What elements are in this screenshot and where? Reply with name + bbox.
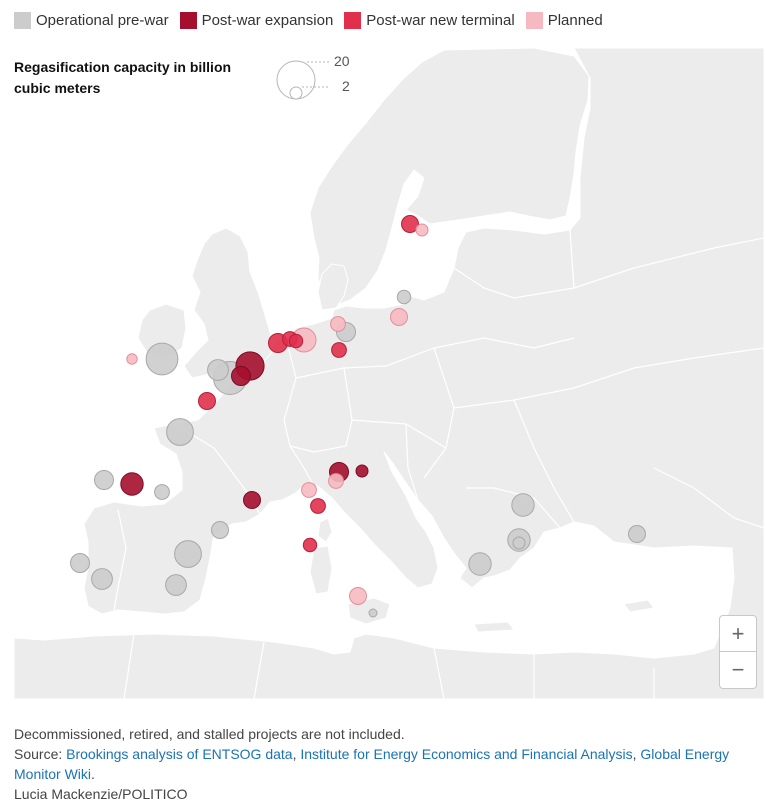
legend-item-new-terminal: Post-war new terminal (344, 12, 515, 29)
size-key-title: Regasification capacity in billion cubic… (14, 59, 232, 96)
terminal-bubble[interactable] (94, 470, 114, 490)
terminal-bubble[interactable] (231, 366, 251, 386)
terminal-bubble[interactable] (120, 472, 144, 496)
terminal-bubble[interactable] (207, 359, 229, 381)
terminal-bubbles[interactable] (70, 215, 646, 618)
footer: Decommissioned, retired, and stalled pro… (14, 724, 759, 804)
land-jutland (317, 263, 349, 311)
footer-source: Source: Brookings analysis of ENTSOG dat… (14, 744, 759, 784)
terminal-bubble[interactable] (145, 342, 179, 376)
terminal-bubble[interactable] (310, 498, 326, 514)
size-key: 20 2 (272, 52, 382, 102)
legend: Operational pre-war Post-war expansion P… (14, 12, 614, 29)
legend-label-expansion: Post-war expansion (201, 12, 334, 29)
land-crete (473, 621, 515, 633)
zoom-out-button[interactable]: − (731, 657, 745, 682)
terminal-bubble[interactable] (401, 215, 419, 233)
zoom-controls: + − (719, 615, 757, 689)
terminal-bubble[interactable] (301, 482, 317, 498)
terminal-bubble[interactable] (70, 553, 90, 573)
land-corsica (317, 517, 333, 543)
terminal-bubble[interactable] (415, 223, 429, 237)
terminal-bubble[interactable] (368, 608, 378, 618)
legend-label-new-terminal: Post-war new terminal (366, 12, 515, 29)
legend-swatch-planned (525, 12, 543, 29)
terminal-bubble[interactable] (628, 525, 646, 543)
source-separator-2: , (632, 746, 641, 762)
source-separator-1: , (292, 746, 301, 762)
terminal-bubble[interactable] (349, 587, 367, 605)
terminal-bubble[interactable] (198, 392, 216, 410)
footer-note: Decommissioned, retired, and stalled pro… (14, 726, 405, 742)
terminal-bubble[interactable] (330, 316, 346, 332)
footer-credit: Lucia Mackenzie/POLITICO (14, 786, 188, 802)
map-svg[interactable] (14, 48, 764, 699)
terminal-bubble[interactable] (166, 418, 194, 446)
terminal-bubble[interactable] (511, 493, 535, 517)
source-link-brookings[interactable]: Brookings analysis of ENTSOG data (66, 746, 293, 762)
legend-swatch-expansion (179, 12, 197, 29)
terminal-bubble[interactable] (396, 289, 412, 305)
terminal-bubble[interactable] (468, 552, 492, 576)
terminal-bubble[interactable] (331, 342, 347, 358)
legend-label-operational: Operational pre-war (36, 12, 169, 29)
map[interactable] (14, 48, 764, 699)
country-borders (113, 229, 764, 699)
legend-label-planned: Planned (547, 12, 603, 29)
size-key-large-label: 20 (334, 53, 350, 69)
land-cyprus (623, 599, 655, 613)
legend-item-operational: Operational pre-war (14, 12, 169, 29)
terminal-bubble[interactable] (211, 521, 229, 539)
terminal-bubble[interactable] (126, 353, 138, 365)
source-prefix: Source: (14, 746, 67, 762)
size-key-small-label: 2 (342, 78, 350, 94)
terminal-bubble[interactable] (154, 484, 170, 500)
terminal-bubble[interactable] (355, 464, 369, 478)
source-link-ieefa[interactable]: Institute for Energy Economics and Finan… (300, 746, 633, 762)
terminal-bubble[interactable] (91, 568, 113, 590)
land-sardinia (309, 545, 333, 595)
terminal-bubble[interactable] (288, 333, 304, 349)
terminal-bubble[interactable] (302, 537, 318, 553)
terminal-bubble[interactable] (390, 308, 408, 326)
land (14, 48, 764, 699)
size-key-small-circle (289, 86, 303, 100)
source-link-gem-wiki[interactable]: Global Energy Monitor Wiki (14, 746, 730, 782)
terminal-bubble[interactable] (512, 536, 526, 550)
size-key-circles (276, 60, 330, 100)
source-end: . (91, 766, 95, 782)
legend-swatch-new-terminal (344, 12, 362, 29)
land-mainland (14, 48, 764, 699)
terminal-bubble[interactable] (174, 540, 202, 568)
legend-swatch-operational (14, 12, 31, 29)
legend-item-planned: Planned (525, 12, 603, 29)
terminal-bubble[interactable] (165, 574, 187, 596)
land-scandinavia (309, 48, 590, 307)
terminal-bubble[interactable] (243, 491, 261, 509)
legend-item-expansion: Post-war expansion (179, 12, 334, 29)
zoom-in-button[interactable]: + (720, 616, 756, 652)
terminal-bubble[interactable] (328, 473, 344, 489)
